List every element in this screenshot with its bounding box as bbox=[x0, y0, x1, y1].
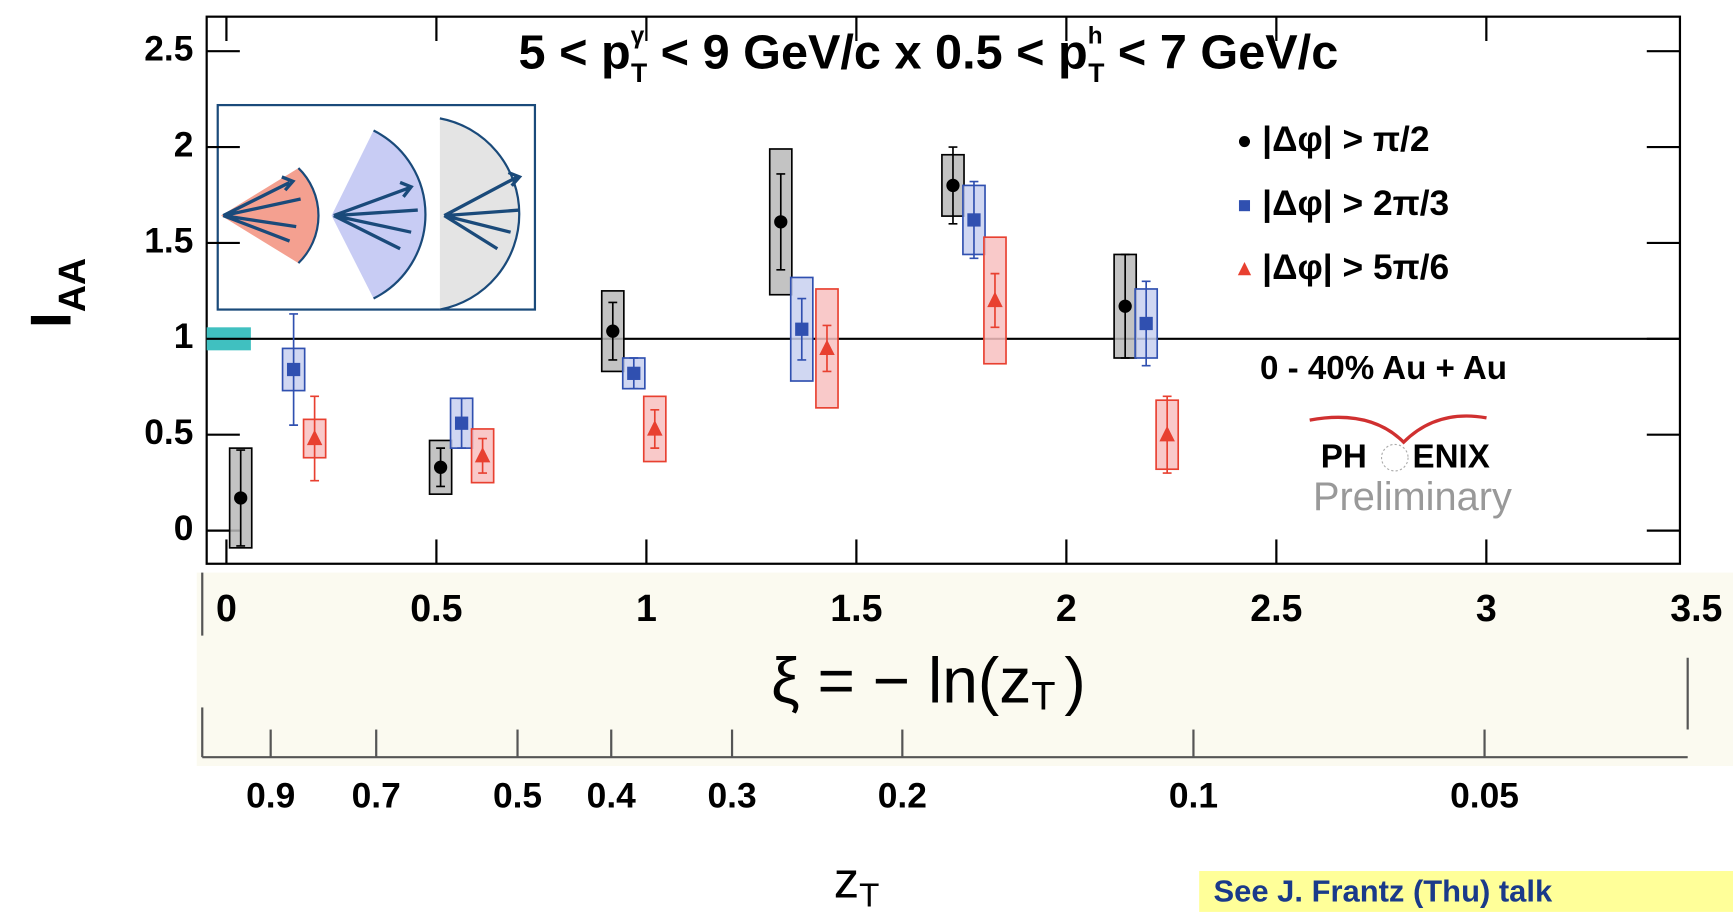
x2-tick-label: 0.1 bbox=[1169, 776, 1218, 815]
legend-label: |Δφ| > 5π/6 bbox=[1262, 248, 1449, 287]
plot-frame bbox=[205, 15, 1682, 565]
y-tick-label: 0.5 bbox=[144, 413, 193, 452]
x-axis-label: ξ = − ln(zT) bbox=[771, 644, 1086, 718]
x2-tick-label: 0.5 bbox=[493, 776, 542, 815]
title-sup: γ bbox=[631, 23, 645, 50]
x2-tick-label: 0.4 bbox=[587, 776, 636, 815]
xlabel-part: ξ = − ln(z bbox=[771, 644, 1031, 716]
legend-marker bbox=[1238, 136, 1251, 148]
note-box bbox=[1199, 871, 1733, 912]
marker bbox=[234, 491, 248, 505]
marker bbox=[987, 291, 1003, 308]
y-tick-label: 1 bbox=[174, 317, 194, 356]
x2-tick-label: 0.7 bbox=[352, 776, 401, 815]
x2-axis-label: zT bbox=[834, 852, 880, 912]
marker bbox=[1118, 299, 1132, 313]
x2-tick-label: 0.9 bbox=[246, 776, 295, 815]
lower-axis-band bbox=[196, 572, 1733, 767]
y-tick-label: 1.5 bbox=[144, 221, 193, 260]
x2-tick-label: 0.2 bbox=[878, 776, 927, 815]
cone-edge bbox=[439, 117, 521, 311]
cone-edge bbox=[297, 167, 320, 264]
marker bbox=[1159, 425, 1175, 442]
x2label-sub: T bbox=[859, 877, 879, 912]
annotation: 0 - 40% Au + Au bbox=[1260, 350, 1507, 387]
x-tick-label: 1.5 bbox=[830, 587, 882, 629]
legend-label: |Δφ| > 2π/3 bbox=[1262, 184, 1449, 223]
marker bbox=[286, 362, 301, 377]
ylabel-part: I bbox=[19, 312, 83, 328]
cone bbox=[221, 168, 319, 264]
y-tick-label: 2.5 bbox=[144, 30, 193, 69]
inset-diagram bbox=[216, 103, 537, 311]
marker bbox=[774, 215, 788, 229]
marker bbox=[606, 324, 620, 338]
x-tick-label: 1 bbox=[636, 587, 657, 629]
logo-star bbox=[1380, 443, 1409, 472]
marker bbox=[647, 420, 663, 436]
x-tick-label: 0 bbox=[216, 587, 237, 629]
logo-text: PH bbox=[1321, 439, 1367, 476]
x-tick-label: 2.5 bbox=[1250, 587, 1302, 629]
legend-marker bbox=[1238, 200, 1251, 212]
marker bbox=[819, 339, 835, 356]
marker bbox=[1139, 316, 1153, 331]
ylabel-sub: AA bbox=[51, 258, 93, 312]
marker bbox=[306, 429, 323, 446]
x-tick-label: 0.5 bbox=[410, 587, 462, 629]
logo-arc bbox=[1309, 414, 1487, 445]
title-part: 5 < p bbox=[519, 25, 631, 79]
x-tick-label: 2 bbox=[1056, 587, 1077, 629]
x-tick-label: 3 bbox=[1476, 587, 1497, 629]
marker bbox=[474, 446, 491, 463]
title-sub: T bbox=[631, 58, 647, 88]
x2-tick-label: 0.05 bbox=[1450, 776, 1519, 815]
y-axis-label: IAA bbox=[19, 258, 93, 328]
logo-text: Preliminary bbox=[1313, 475, 1512, 519]
title-part: < 9 GeV/c x 0.5 < p bbox=[647, 25, 1088, 79]
note: See J. Frantz (Thu) talk bbox=[1214, 873, 1553, 908]
marker bbox=[946, 178, 960, 193]
y-tick-label: 2 bbox=[174, 125, 194, 164]
x2-tick-label: 0.3 bbox=[707, 776, 756, 815]
legend-marker bbox=[1237, 262, 1252, 276]
title-sub: T bbox=[1088, 58, 1104, 88]
marker bbox=[795, 322, 809, 336]
xlabel-part: ) bbox=[1064, 644, 1085, 716]
legend-label: |Δφ| > π/2 bbox=[1262, 120, 1429, 159]
marker bbox=[967, 213, 981, 227]
xlabel-sub: T bbox=[1031, 674, 1055, 718]
arrows bbox=[222, 170, 523, 251]
title-sup: h bbox=[1088, 23, 1103, 50]
marker bbox=[627, 366, 641, 380]
logo-text: ENIX bbox=[1412, 439, 1489, 476]
marker bbox=[454, 416, 469, 430]
marker bbox=[433, 460, 448, 474]
x2label-part: z bbox=[834, 852, 859, 909]
cone-edge bbox=[373, 129, 427, 300]
title-part: < 7 GeV/c bbox=[1104, 25, 1338, 79]
y-tick-label: 0 bbox=[174, 509, 194, 548]
cone bbox=[331, 130, 426, 299]
chart-title: 5 < pγ T < 9 GeV/c x 0.5 < ph T < 7 GeV/c bbox=[519, 23, 1339, 88]
x-tick-label: 3.5 bbox=[1670, 587, 1722, 629]
